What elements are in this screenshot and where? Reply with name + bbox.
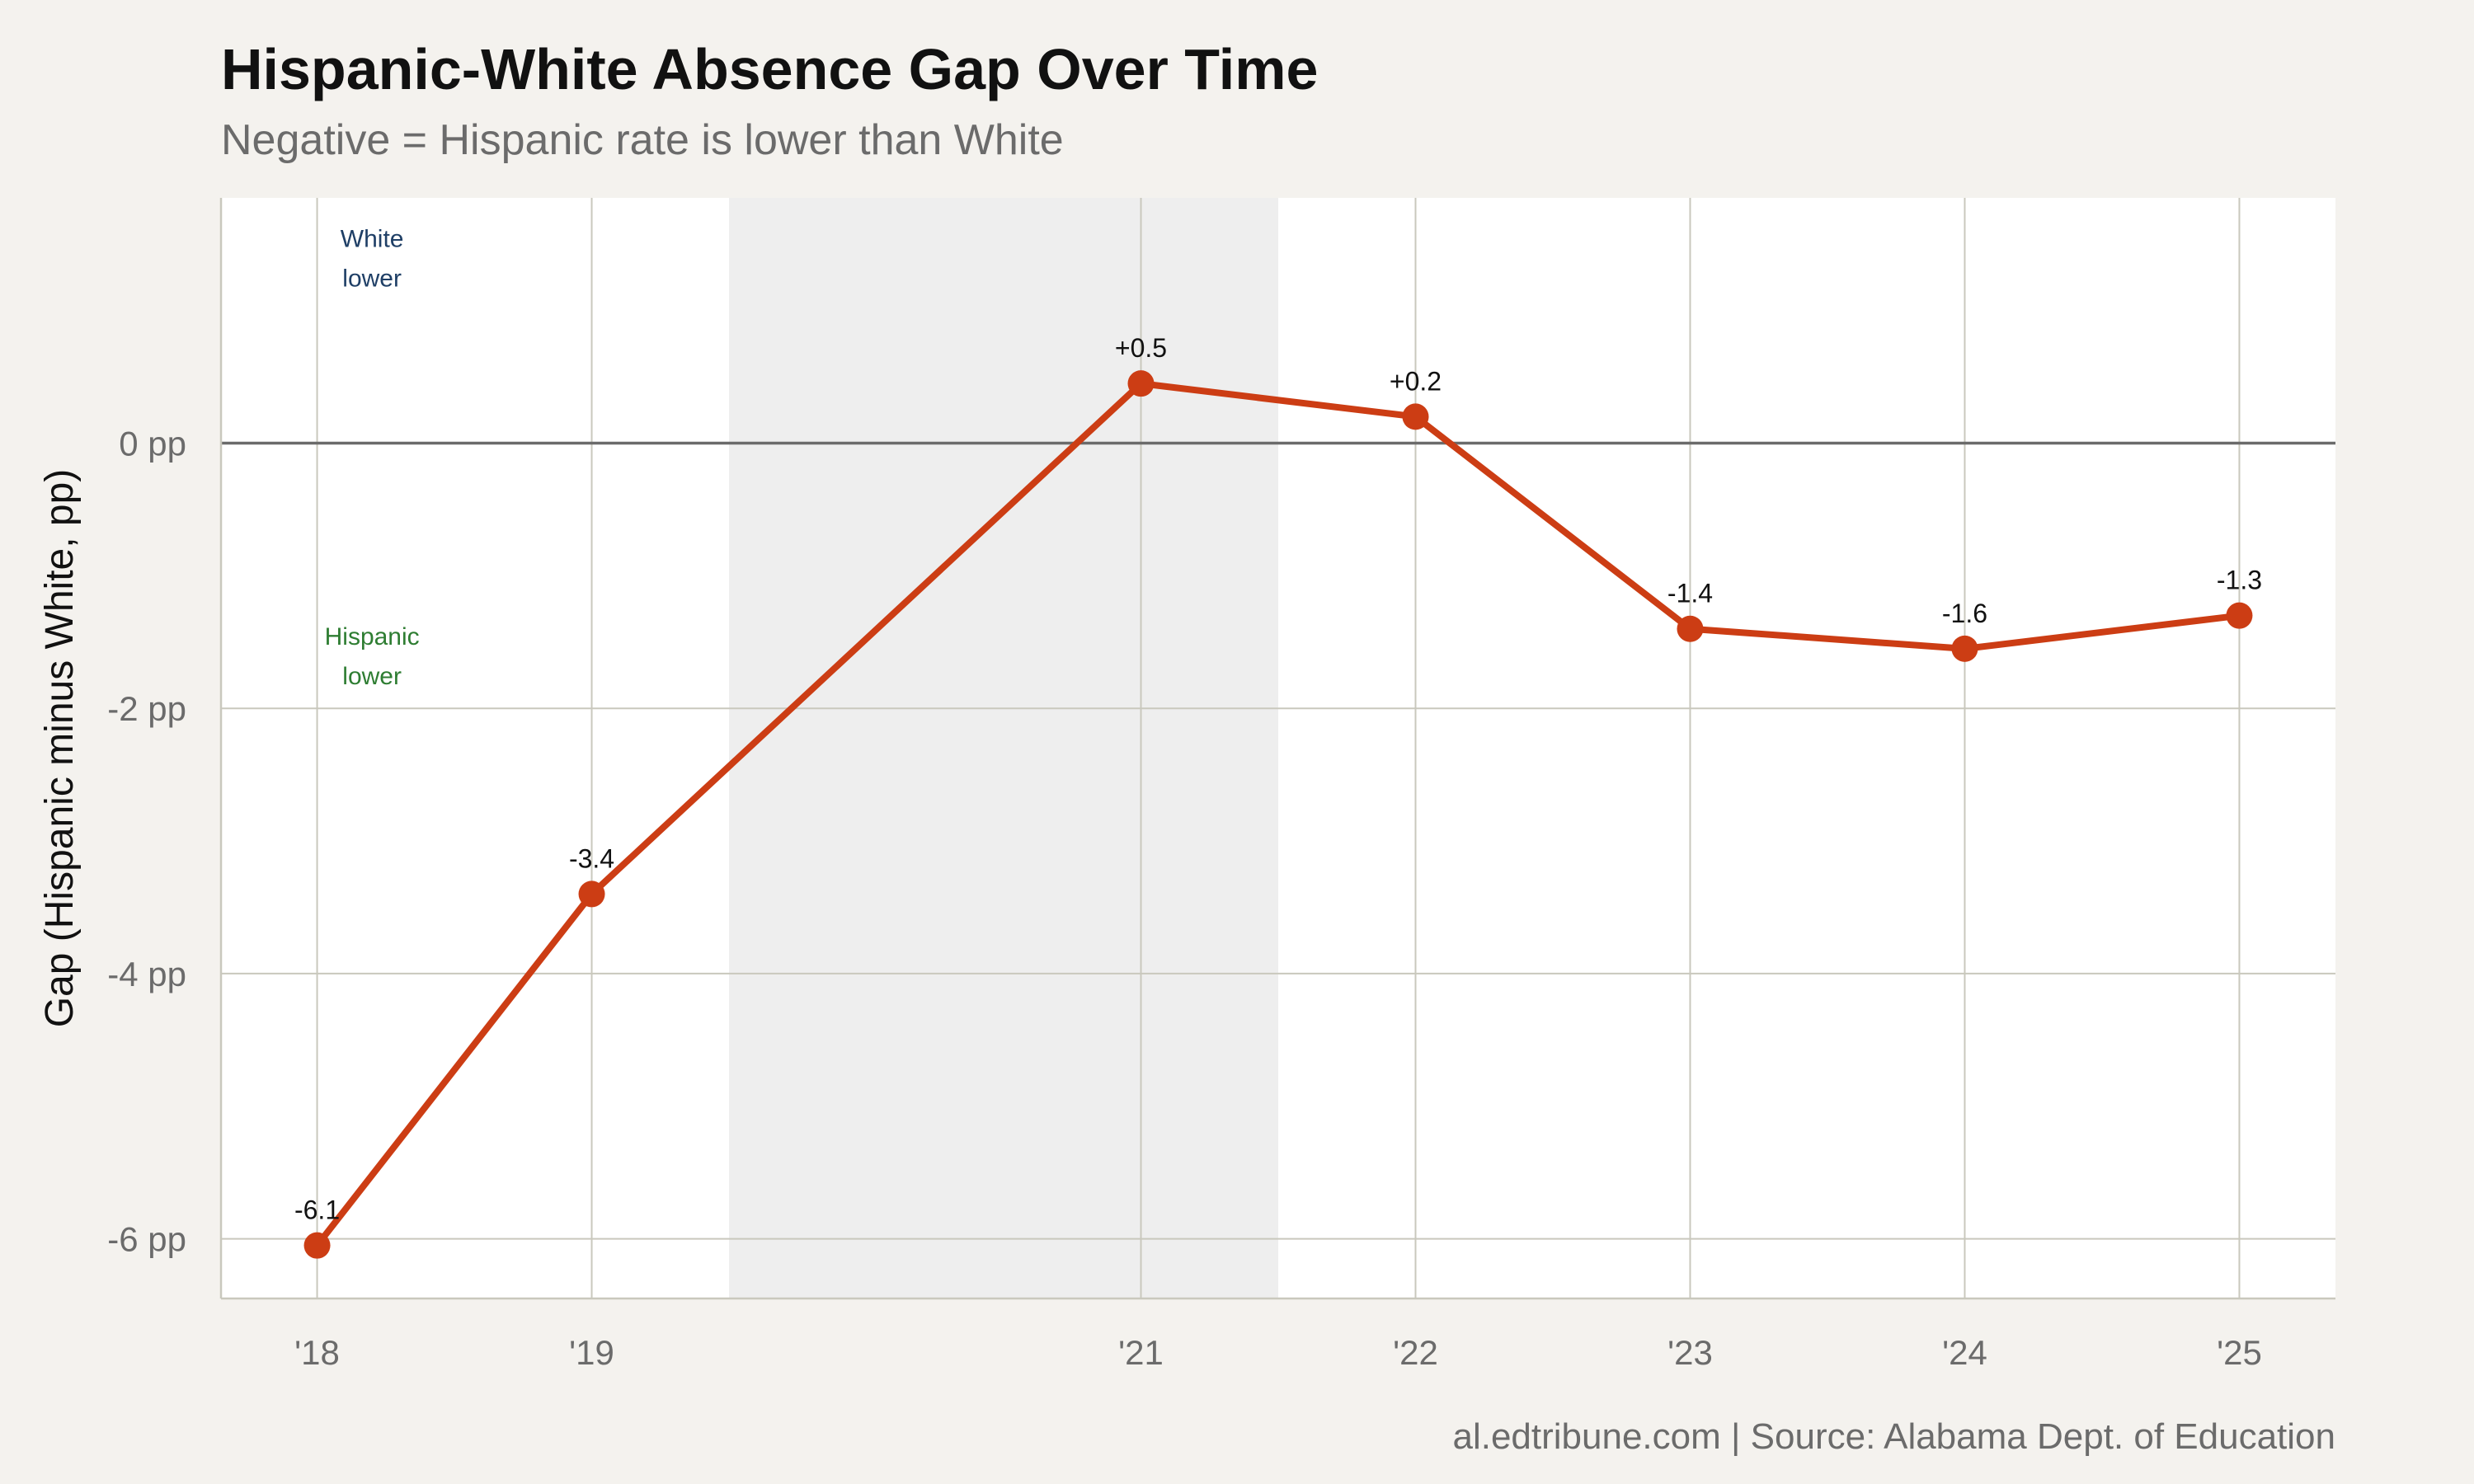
shaded-period [729, 198, 1278, 1298]
data-label: +0.2 [1390, 366, 1442, 396]
y-axis-title: Gap (Hispanic minus White, pp) [38, 469, 82, 1028]
annotation-text: White [341, 225, 404, 252]
data-label: -1.3 [2217, 566, 2262, 595]
x-tick-label: '23 [1667, 1333, 1713, 1372]
x-tick-label: '18 [294, 1333, 340, 1372]
y-tick-label: -6 pp [107, 1220, 186, 1259]
x-tick-label: '21 [1118, 1333, 1164, 1372]
y-tick-label: -2 pp [107, 689, 186, 728]
data-label: -1.4 [1667, 579, 1713, 608]
data-point [1127, 370, 1155, 397]
y-tick-label: -4 pp [107, 955, 186, 993]
x-tick-label: '25 [2217, 1333, 2262, 1372]
x-tick-label: '24 [1942, 1333, 1987, 1372]
data-label: -1.6 [1942, 599, 1987, 628]
data-point [578, 881, 605, 908]
chart-title: Hispanic-White Absence Gap Over Time [221, 37, 1319, 101]
data-point [303, 1232, 331, 1259]
annotation-text: lower [342, 663, 402, 690]
chart-subtitle: Negative = Hispanic rate is lower than W… [221, 116, 1064, 164]
data-point [1677, 615, 1704, 642]
x-tick-label: '22 [1393, 1333, 1438, 1372]
data-label: -6.1 [294, 1195, 340, 1225]
annotation-text: Hispanic [325, 623, 420, 650]
y-tick-label: 0 pp [119, 425, 186, 463]
data-point [1951, 635, 1978, 662]
data-label: +0.5 [1115, 333, 1167, 363]
x-tick-label: '19 [569, 1333, 614, 1372]
data-point [2226, 602, 2253, 629]
source-caption: al.edtribune.com | Source: Alabama Dept.… [1452, 1416, 2335, 1457]
annotation-text: lower [342, 265, 402, 292]
data-label: -3.4 [569, 843, 614, 873]
data-point [1402, 403, 1429, 430]
